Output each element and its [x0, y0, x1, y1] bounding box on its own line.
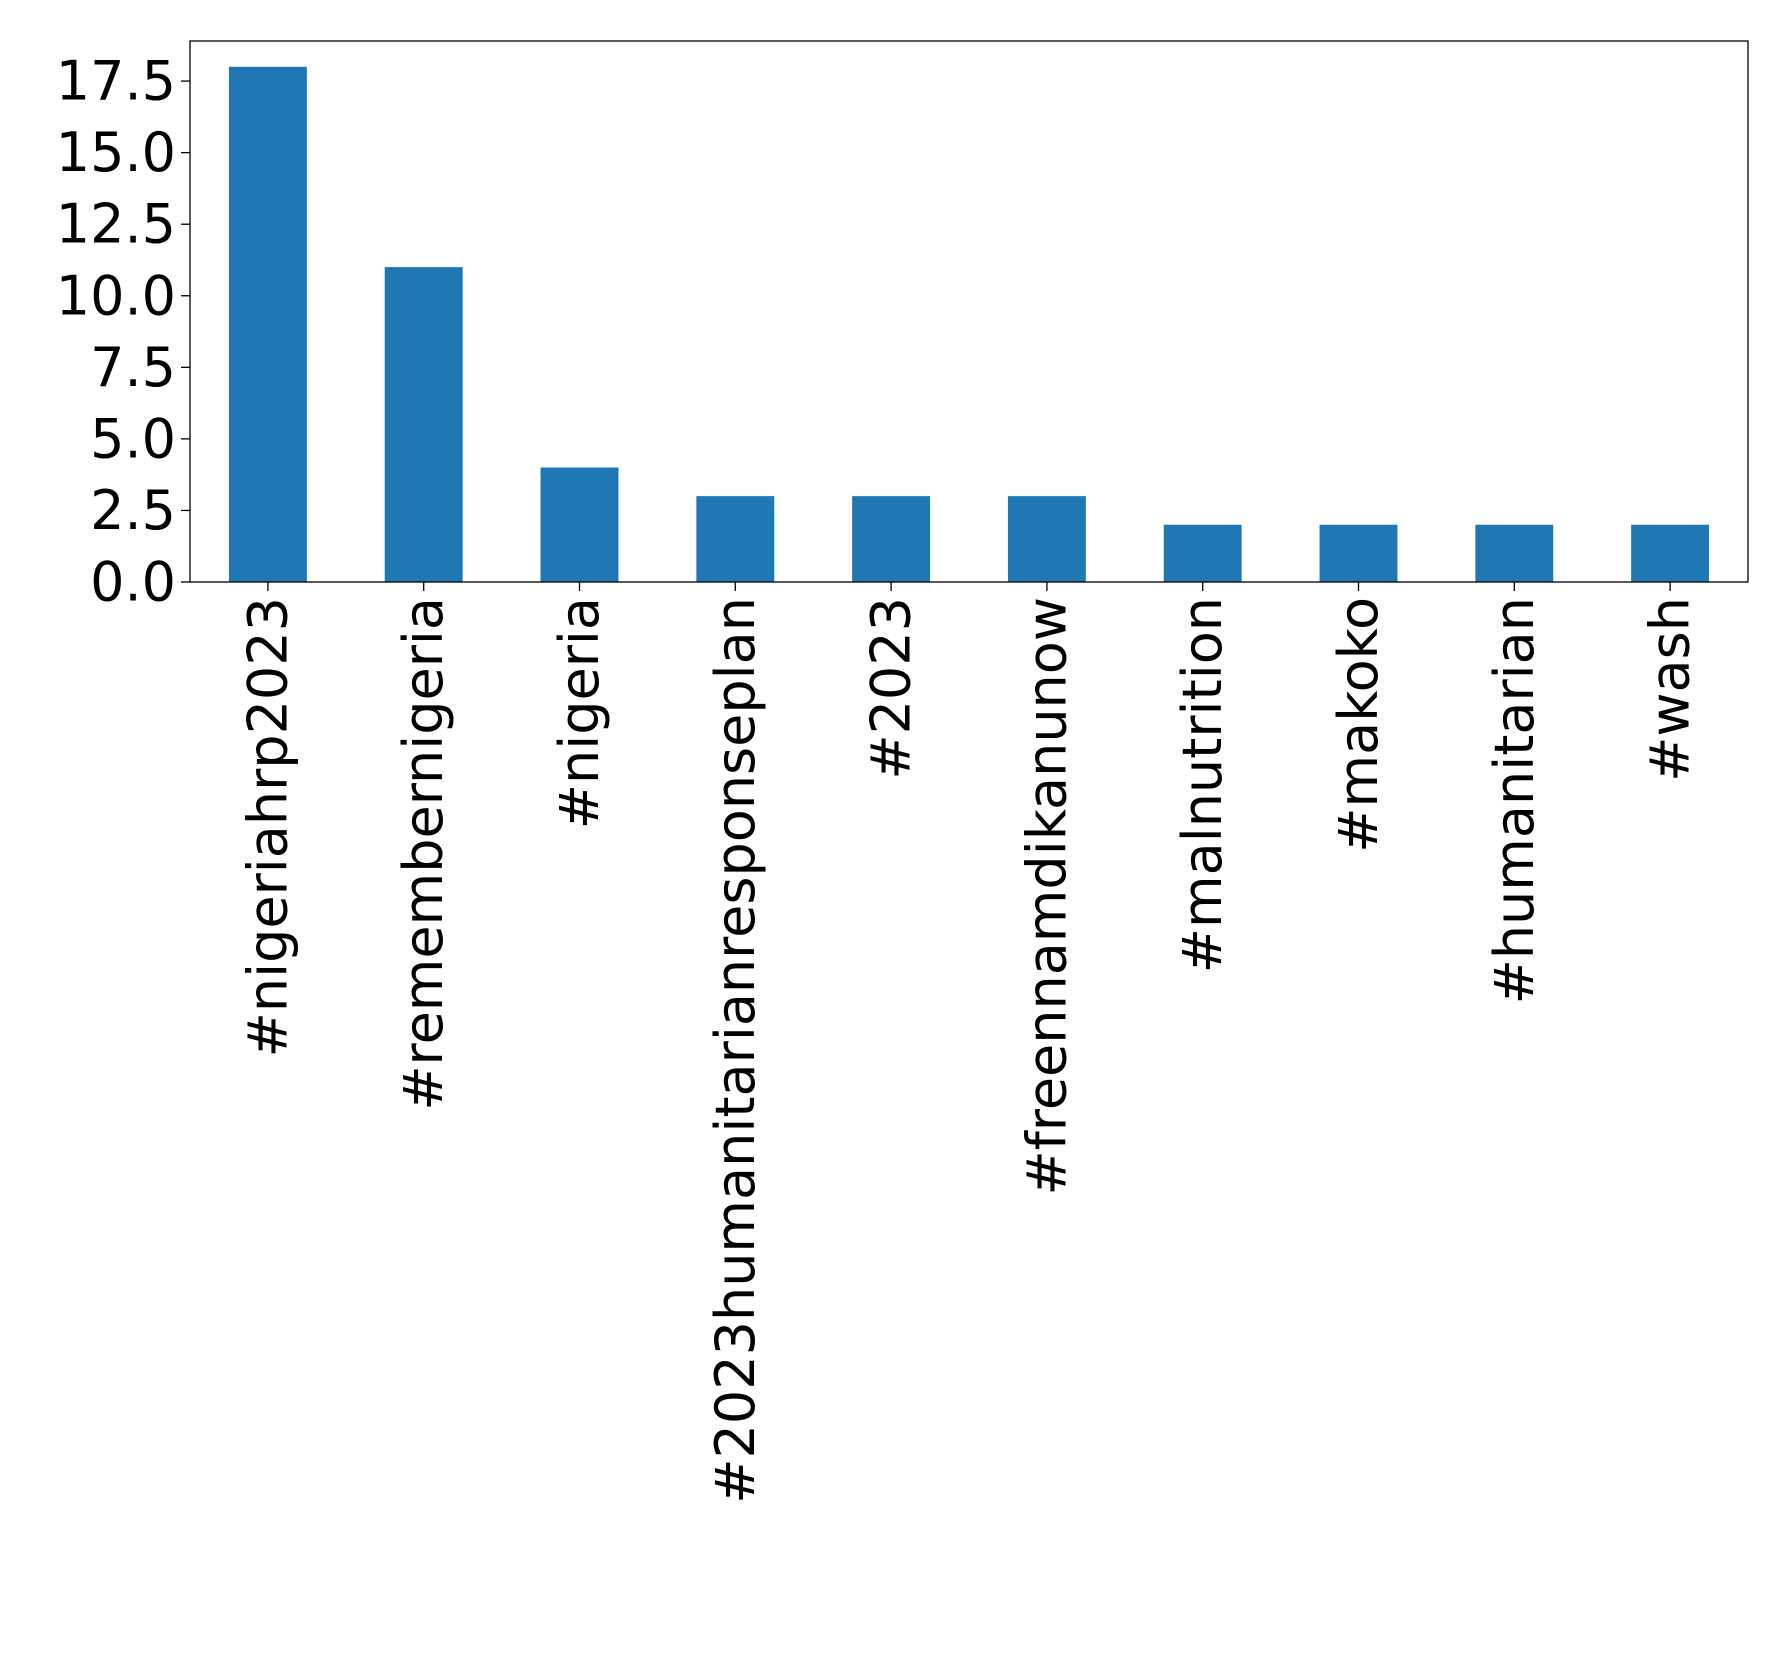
x-tick-label-4: #2023 [860, 597, 923, 780]
x-axis: #nigeriahrp2023 #remembernigeria #nigeria #… [236, 582, 1702, 1504]
x-tick-label-5: #freennamdikanunow [1015, 597, 1078, 1195]
y-tick-label-1: 2.5 [90, 479, 176, 542]
bars-group [228, 66, 1710, 582]
x-tick-label-3: #2023humanitarianresponseplan [704, 597, 767, 1504]
bar-6 [1163, 524, 1242, 582]
plot-area-frame [189, 40, 1749, 583]
bar-1 [384, 267, 463, 582]
bar-9 [1631, 524, 1710, 582]
y-tick-label-0: 0.0 [90, 551, 176, 614]
bar-4 [852, 496, 931, 582]
bar-7 [1319, 524, 1398, 582]
y-tick-label-2: 5.0 [90, 407, 176, 470]
y-tick-label-3: 7.5 [90, 336, 176, 399]
y-tick-label-7: 17.5 [56, 50, 176, 113]
y-tick-label-6: 15.0 [56, 121, 176, 184]
x-tick-label-7: #makoko [1327, 597, 1390, 853]
bar-3 [696, 496, 775, 582]
x-tick-label-6: #malnutrition [1171, 597, 1234, 973]
y-axis: 0.0 2.5 5.0 7.5 10.0 12.5 15.0 17.5 [56, 50, 190, 614]
bar-5 [1007, 496, 1086, 582]
x-tick-label-8: #humanitarian [1483, 597, 1546, 1004]
bar-0 [228, 66, 307, 582]
y-tick-label-4: 10.0 [56, 264, 176, 327]
x-tick-label-1: #remembernigeria [392, 597, 455, 1111]
x-tick-label-0: #nigeriahrp2023 [236, 597, 299, 1057]
bar-8 [1475, 524, 1554, 582]
bar-2 [540, 467, 619, 582]
x-tick-label-2: #nigeria [548, 597, 611, 829]
x-tick-label-9: #wash [1639, 597, 1702, 782]
y-tick-label-5: 12.5 [56, 193, 176, 256]
